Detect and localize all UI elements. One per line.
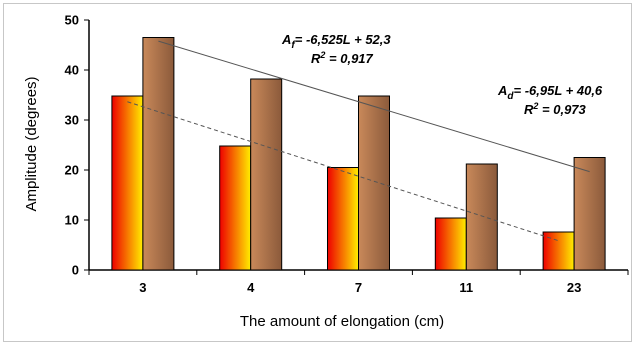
y-tick-label: 30 xyxy=(65,113,79,128)
bar-series-2 xyxy=(573,157,606,271)
bar-series-1 xyxy=(327,167,359,271)
r2-upper: R2 = 0,917 xyxy=(311,50,374,66)
x-tick-label: 3 xyxy=(139,280,146,295)
tick-labels: 0 10 20 30 40 50 3 4 7 11 23 xyxy=(65,13,582,296)
bar-series-1 xyxy=(111,95,144,271)
x-tick-label: 11 xyxy=(459,280,473,295)
y-axis-title: Amplitude (degrees) xyxy=(23,76,40,211)
bar-series-2 xyxy=(142,37,175,271)
trendline-2 xyxy=(127,101,559,242)
bar-series-1 xyxy=(219,145,252,271)
trendlines xyxy=(127,40,590,242)
trendline-1 xyxy=(158,40,590,173)
y-tick-label: 40 xyxy=(65,63,79,78)
chart-frame xyxy=(3,3,632,342)
bar-series-2 xyxy=(358,95,390,271)
bar-series-1 xyxy=(434,217,467,271)
x-axis-title: The amount of elongation (cm) xyxy=(240,313,444,330)
bar-series-2 xyxy=(465,163,498,271)
x-tick-label: 7 xyxy=(355,280,362,295)
x-tick-label: 4 xyxy=(247,280,255,295)
y-tick-label: 50 xyxy=(65,13,79,28)
x-tick-label: 23 xyxy=(567,280,581,295)
r2-lower: R2 = 0,973 xyxy=(524,101,587,117)
y-tick-label: 0 xyxy=(72,263,79,278)
equation-upper: Af= -6,525L + 52,3 xyxy=(281,32,391,51)
bar-series-1 xyxy=(542,231,575,271)
bars xyxy=(111,37,606,271)
y-tick-label: 10 xyxy=(65,213,79,228)
bar-series-2 xyxy=(250,78,283,271)
y-tick-label: 20 xyxy=(65,163,79,178)
equation-lower: Ad= -6,95L + 40,6 xyxy=(497,83,603,102)
